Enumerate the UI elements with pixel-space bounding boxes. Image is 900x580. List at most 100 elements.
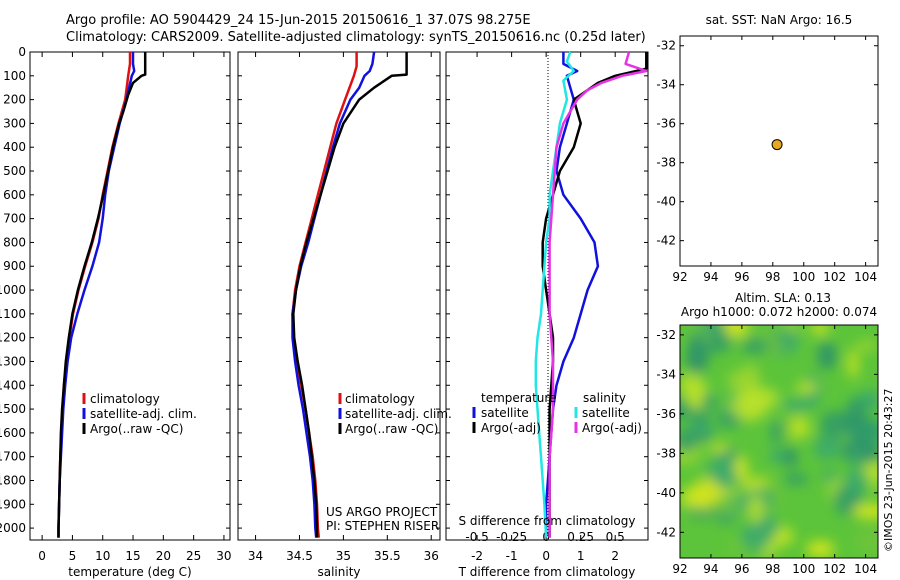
t-difference-xlabel: T difference from climatology	[458, 565, 636, 579]
heatmap-patch	[783, 472, 809, 486]
y-tick-label: 1200	[0, 331, 26, 345]
heatmap-patch	[845, 419, 878, 441]
heatmap-patch	[685, 341, 709, 375]
x-tick-label: 15	[125, 549, 140, 563]
series-line-2-3	[548, 51, 648, 538]
heatmap-patch	[747, 494, 765, 524]
x-tick-label: 30	[216, 549, 231, 563]
y-tick-label: 1900	[0, 497, 26, 511]
heatmap-patch	[805, 540, 835, 558]
map-x-tick-label: 92	[672, 270, 687, 284]
heatmap-patch	[680, 429, 698, 453]
y-tick-label: 700	[3, 212, 26, 226]
x-tick-label: 35	[336, 549, 351, 563]
map-y-tick-label: -34	[656, 367, 676, 381]
x-tick-label: 25	[186, 549, 201, 563]
heatmap-patch	[852, 503, 878, 519]
series-line-1-0	[291, 52, 358, 538]
difference-legend: temperature salinity satellite Argo(-adj…	[472, 391, 642, 435]
x-tick-label: 35.5	[374, 549, 401, 563]
x-tick-label: 10	[95, 549, 110, 563]
heatmap-patch	[849, 450, 865, 465]
y-tick-label: 2000	[0, 521, 26, 535]
legend-temp-climatology: climatology	[90, 392, 160, 406]
y-tick-label: 1800	[0, 473, 26, 487]
map-x-tick-label: 102	[823, 270, 846, 284]
difference-panel	[445, 51, 649, 541]
map-x-tick-label: 104	[854, 562, 877, 576]
map-x-tick-label: 100	[792, 562, 815, 576]
heatmap-patch	[810, 325, 830, 335]
pi-label: PI: STEPHEN RISER	[326, 519, 439, 533]
x-tick-label: 20	[156, 549, 171, 563]
legend-diff-s-satellite: satellite	[582, 406, 630, 420]
legend-sal-satellite: satellite-adj. clim.	[345, 407, 452, 421]
y-tick-label: 600	[3, 188, 26, 202]
map-y-tick-label: -36	[656, 117, 676, 131]
map-y-tick-label: -42	[656, 234, 676, 248]
heatmap-patch	[744, 387, 780, 409]
y-tick-label: 0	[18, 45, 26, 59]
temperature-legend: climatology satellite-adj. clim. Argo(..…	[82, 392, 197, 436]
series-line-1-1	[291, 51, 376, 538]
y-tick-label: 1600	[0, 426, 26, 440]
heatmap-patch	[782, 447, 798, 467]
y-tick-label: 400	[3, 140, 26, 154]
heatmap-patch	[680, 373, 705, 397]
y-tick-label: 1000	[0, 283, 26, 297]
heatmap-patch	[787, 415, 811, 439]
y-tick-label: 1300	[0, 354, 26, 368]
heatmap-patch	[691, 409, 710, 429]
s-tick-label: 0.5	[606, 530, 625, 544]
sla-title: Altim. SLA: 0.13	[735, 291, 831, 305]
s-difference-label: S difference from climatology	[459, 514, 636, 528]
heatmap-patch	[727, 369, 755, 394]
s-tick-label: -0.25	[496, 530, 527, 544]
series-line-0-1	[57, 52, 136, 538]
map-x-tick-label: 94	[703, 562, 718, 576]
series-line-1-2	[292, 52, 408, 538]
legend-sal-argo: Argo(..raw -QC)	[345, 422, 438, 436]
x-tick-label: 1	[577, 549, 585, 563]
map-x-tick-label: 96	[734, 270, 749, 284]
legend-diff-temperature-head: temperature	[481, 391, 556, 405]
map-x-tick-label: 96	[734, 562, 749, 576]
x-tick-label: 34	[248, 549, 263, 563]
legend-temp-argo: Argo(..raw -QC)	[90, 422, 183, 436]
y-tick-label: 800	[3, 235, 26, 249]
legend-diff-t-satellite: satellite	[481, 406, 529, 420]
map-y-tick-label: -36	[656, 407, 676, 421]
series-line-2-0	[544, 52, 600, 538]
y-tick-label: 300	[3, 116, 26, 130]
series-line-2-2	[534, 51, 576, 538]
imos-timestamp: ©IMOS 23-Jun-2015 20:43:27	[882, 388, 895, 552]
heatmap-patch	[742, 338, 769, 354]
salinity-panel	[237, 51, 441, 541]
heatmap-patch	[813, 435, 841, 461]
x-tick-label: 2	[611, 549, 619, 563]
heatmap-patch	[770, 419, 783, 445]
heatmap-patch	[864, 462, 878, 478]
sla-map-panel	[679, 324, 879, 559]
heatmap-patch	[709, 442, 730, 454]
y-tick-label: 500	[3, 164, 26, 178]
heatmap-patch	[855, 339, 878, 352]
map-y-tick-label: -42	[656, 525, 676, 539]
map-x-tick-label: 102	[823, 562, 846, 576]
argo-position-marker	[771, 139, 783, 151]
map-y-tick-label: -38	[656, 156, 676, 170]
map-x-tick-label: 100	[792, 270, 815, 284]
series-line-2-1	[541, 52, 648, 538]
heatmap-patch	[734, 455, 749, 481]
heatmap-patch	[708, 499, 741, 515]
x-tick-label: 0	[542, 549, 550, 563]
heatmap-patch	[795, 381, 818, 394]
legend-diff-t-argo: Argo(-adj)	[481, 421, 541, 435]
axes-ticks: 0 5 10 15 20 25 300100200300400500600700800900…	[0, 36, 878, 576]
s-tick-label: -0.5	[465, 530, 488, 544]
figure-title-line2: Climatology: CARS2009. Satellite-adjuste…	[66, 30, 646, 45]
legend-diff-salinity-head: salinity	[583, 391, 626, 405]
map-x-tick-label: 94	[703, 270, 718, 284]
heatmap-patch	[707, 454, 744, 488]
project-label: US ARGO PROJECT	[326, 505, 438, 519]
